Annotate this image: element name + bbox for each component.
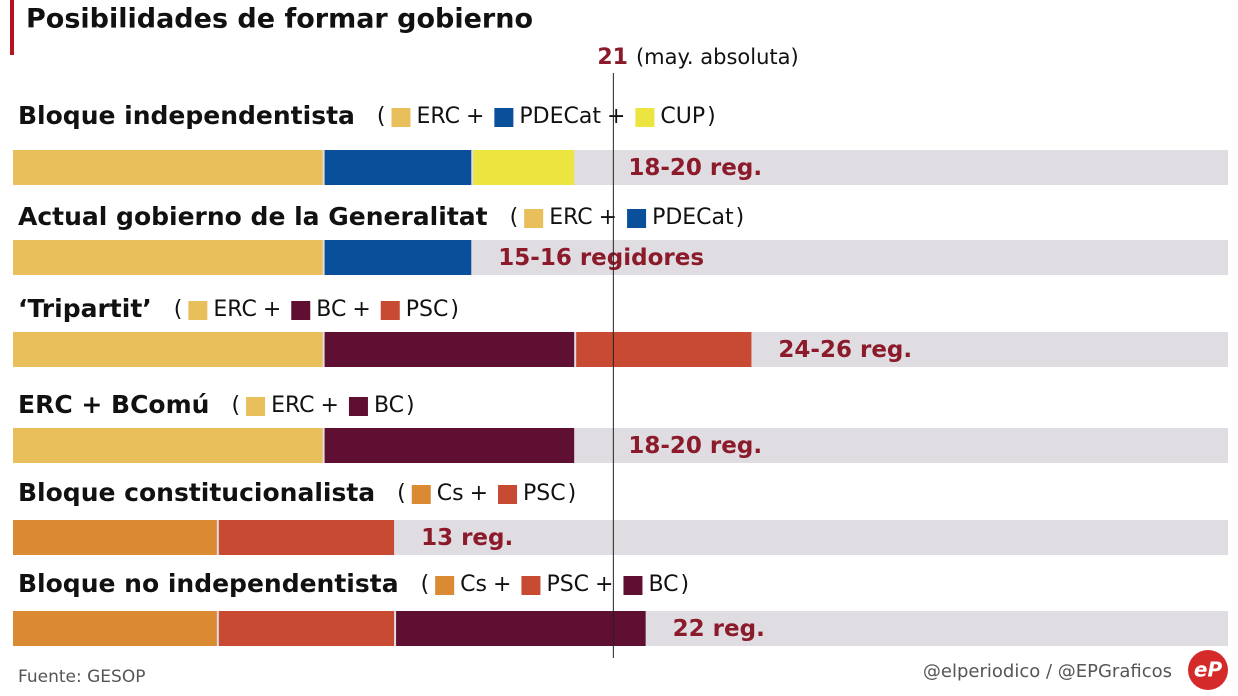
legend-swatch	[524, 209, 544, 228]
legend-joiner: +	[599, 205, 617, 230]
bar-segment	[576, 332, 752, 367]
legend-swatch	[411, 485, 431, 504]
legend-bracket: (	[231, 393, 240, 418]
group-title: ERC + BComú	[18, 390, 209, 419]
legend-bracket: (	[397, 481, 406, 506]
bar-label: 24-26 reg.	[778, 337, 912, 363]
group-title: Actual gobierno de la Generalitat	[18, 202, 488, 231]
legend-label: BC	[316, 297, 346, 322]
bar-segment	[13, 150, 323, 185]
legend-swatch	[380, 301, 400, 320]
legend-swatch	[627, 209, 647, 228]
bar-segment	[218, 520, 395, 555]
legend-bracket: (	[421, 572, 430, 597]
legend-joiner: +	[263, 297, 281, 322]
legend-swatch	[188, 301, 208, 320]
legend-label: BC	[648, 572, 678, 597]
logo: eP	[1194, 658, 1223, 682]
legend-label: ERC	[213, 297, 256, 322]
legend-joiner: +	[470, 481, 488, 506]
bar-label: 15-16 regidores	[498, 245, 704, 271]
bar-segment	[324, 428, 575, 463]
bar-segment	[13, 428, 323, 463]
legend-bracket: )	[450, 297, 459, 322]
bar-segment	[218, 611, 395, 646]
bar-segment	[396, 611, 646, 646]
credit: @elperiodico / @EPGraficos	[923, 661, 1172, 682]
legend-label: PDECat	[519, 104, 601, 129]
legend-joiner: +	[595, 572, 613, 597]
bar-segment	[324, 332, 575, 367]
title-accent	[10, 0, 14, 55]
legend-joiner: +	[493, 572, 511, 597]
legend-joiner: +	[352, 297, 370, 322]
source: Fuente: GESOP	[18, 667, 145, 687]
legend-joiner: +	[321, 393, 339, 418]
legend-swatch	[498, 485, 518, 504]
bar-segment	[324, 240, 472, 275]
legend-label: PSC	[546, 572, 589, 597]
bar-label: 18-20 reg.	[628, 433, 762, 459]
legend-label: Cs	[460, 572, 487, 597]
bar-segment	[13, 520, 217, 555]
legend-label: BC	[374, 393, 404, 418]
legend-label: PSC	[406, 297, 449, 322]
legend-label: Cs	[437, 481, 464, 506]
legend-swatch	[291, 301, 311, 320]
legend-swatch	[521, 576, 541, 595]
logo-badge	[1188, 650, 1228, 690]
group-title: Bloque no independentista	[18, 569, 399, 598]
legend-bracket: )	[568, 481, 577, 506]
bar-segment	[473, 150, 575, 185]
legend-bracket: (	[174, 297, 183, 322]
legend-swatch	[435, 576, 455, 595]
legend-bracket: )	[707, 104, 716, 129]
bar-segment	[13, 240, 323, 275]
bar-label: 18-20 reg.	[628, 155, 762, 181]
reference-value: 21	[597, 45, 628, 70]
legend-label: PDECat	[652, 205, 734, 230]
bar-segment	[13, 611, 217, 646]
chart-title: Posibilidades de formar gobierno	[26, 4, 533, 35]
legend-label: ERC	[549, 205, 592, 230]
legend-swatch	[635, 108, 655, 127]
legend-label: ERC	[271, 393, 314, 418]
group-title: Bloque independentista	[18, 101, 355, 130]
legend-label: CUP	[660, 104, 705, 129]
legend-label: ERC	[416, 104, 459, 129]
legend-bracket: )	[681, 572, 690, 597]
legend-swatch	[623, 576, 643, 595]
legend-joiner: +	[466, 104, 484, 129]
legend-swatch	[494, 108, 514, 127]
bar-label: 22 reg.	[673, 616, 765, 642]
reference-note: (may. absoluta)	[636, 45, 799, 69]
legend-swatch	[348, 397, 368, 416]
legend-bracket: )	[406, 393, 415, 418]
group-title: ‘Tripartit’	[18, 294, 152, 323]
legend-bracket: )	[736, 205, 745, 230]
legend-swatch	[246, 397, 266, 416]
legend-label: PSC	[523, 481, 566, 506]
legend-bracket: (	[377, 104, 386, 129]
bar-segment	[13, 332, 323, 367]
legend-swatch	[391, 108, 411, 127]
bar-segment	[324, 150, 472, 185]
legend-joiner: +	[607, 104, 625, 129]
bar-label: 13 reg.	[421, 525, 513, 551]
legend-bracket: (	[510, 205, 519, 230]
group-title: Bloque constitucionalista	[18, 478, 375, 507]
